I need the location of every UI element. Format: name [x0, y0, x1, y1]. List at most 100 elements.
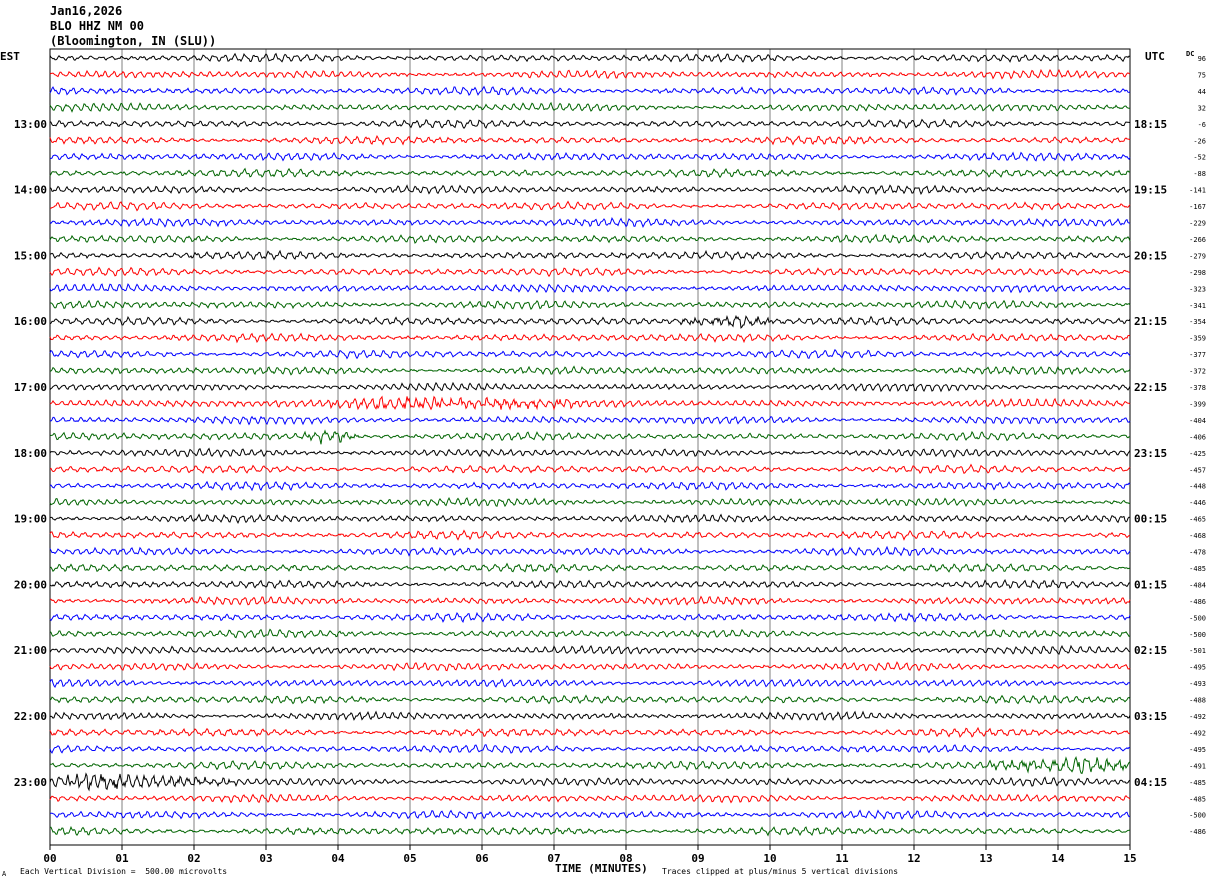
dc-offset-label: -495: [1189, 746, 1206, 754]
est-hour-label: 18:00: [14, 447, 47, 460]
seismic-trace: [49, 726, 1131, 738]
seismic-trace: [49, 578, 1131, 590]
seismic-trace: [49, 135, 1131, 146]
dc-offset-label: -446: [1189, 499, 1206, 507]
est-hour-label: 13:00: [14, 118, 47, 131]
utc-hour-label: 22:15: [1134, 381, 1167, 394]
utc-hour-label: 02:15: [1134, 644, 1167, 657]
dc-offset-label: -298: [1189, 269, 1206, 277]
dc-offset-label: -500: [1189, 614, 1206, 622]
est-hour-label: 21:00: [14, 644, 47, 657]
seismic-trace: [49, 562, 1131, 574]
utc-hour-label: 03:15: [1134, 710, 1167, 723]
header-date: Jan16,2026: [50, 4, 123, 18]
est-hour-label: 16:00: [14, 315, 47, 328]
dc-offset-label: -492: [1189, 729, 1206, 737]
x-tick-label: 14: [1051, 852, 1065, 865]
dc-offset-label: -404: [1189, 417, 1206, 425]
dc-offset-label: -323: [1189, 285, 1206, 293]
dc-label: DC: [1186, 50, 1195, 58]
seismic-trace: [49, 611, 1131, 624]
seismic-trace: [49, 513, 1131, 524]
est-hour-label: 15:00: [14, 249, 47, 262]
dc-offset-label: -493: [1189, 680, 1206, 688]
seismic-trace: [49, 429, 1131, 445]
seismic-trace: [49, 447, 1131, 459]
seismic-trace: [49, 332, 1131, 344]
dc-offset-label: -478: [1189, 549, 1206, 557]
seismic-trace: [49, 151, 1131, 162]
dc-offset-label: -486: [1189, 828, 1206, 836]
dc-offset-label: -501: [1189, 647, 1206, 655]
corner-mark: A: [2, 870, 7, 878]
utc-hour-label: 00:15: [1134, 513, 1167, 526]
seismic-trace: [49, 694, 1131, 705]
utc-label: UTC: [1145, 50, 1165, 63]
seismic-trace: [49, 395, 1131, 411]
seismic-trace: [49, 678, 1131, 688]
clip-note: Traces clipped at plus/minus 5 vertical …: [662, 867, 899, 876]
dc-offset-label: -488: [1189, 697, 1206, 705]
seismic-trace: [49, 85, 1131, 97]
dc-offset-label: -486: [1189, 598, 1206, 606]
dc-offset-label: -88: [1193, 170, 1206, 178]
dc-offset-label: -378: [1189, 384, 1206, 392]
dc-offset-label: -359: [1189, 335, 1206, 343]
header-location: (Bloomington, IN (SLU)): [50, 34, 217, 48]
dc-offset-label: -500: [1189, 812, 1206, 820]
seismic-trace: [49, 233, 1131, 244]
dc-offset-label: -485: [1189, 795, 1206, 803]
utc-hour-label: 18:15: [1134, 118, 1167, 131]
seismic-trace: [49, 497, 1131, 508]
dc-offset-label: -448: [1189, 483, 1206, 491]
x-tick-label: 00: [43, 852, 56, 865]
dc-offset-label: -484: [1189, 581, 1206, 589]
dc-offset-label: -500: [1189, 631, 1206, 639]
seismic-trace: [49, 184, 1131, 196]
dc-offset-label: -229: [1189, 220, 1206, 228]
seismic-trace: [49, 365, 1131, 376]
seismic-trace: [49, 217, 1131, 229]
est-hour-label: 23:00: [14, 776, 47, 789]
dc-offset-label: -406: [1189, 433, 1206, 441]
seismic-trace: [49, 793, 1131, 804]
x-tick-label: 12: [907, 852, 920, 865]
dc-offset-label: 96: [1198, 55, 1206, 63]
est-hour-label: 14:00: [14, 184, 47, 197]
est-label: EST: [0, 50, 20, 63]
dc-offset-label: -354: [1189, 318, 1206, 326]
dc-offset-label: -399: [1189, 400, 1206, 408]
dc-offset-label: 32: [1198, 104, 1206, 112]
seismic-trace: [49, 299, 1131, 311]
utc-hour-label: 01:15: [1134, 578, 1167, 591]
x-tick-label: 05: [403, 852, 416, 865]
dc-offset-label: -468: [1189, 532, 1206, 540]
est-hour-label: 22:00: [14, 710, 47, 723]
x-tick-label: 08: [619, 852, 632, 865]
seismic-trace: [49, 710, 1131, 722]
seismic-trace: [49, 167, 1131, 179]
seismic-trace: [49, 545, 1131, 557]
scale-note: Each Vertical Division = 500.00 microvol…: [20, 867, 228, 876]
seismic-trace: [49, 661, 1131, 672]
x-tick-label: 02: [187, 852, 200, 865]
seismic-trace: [49, 809, 1131, 820]
dc-offset-label: -266: [1189, 236, 1206, 244]
seismic-trace: [49, 628, 1131, 639]
header-station: BLO HHZ NM 00: [50, 19, 144, 33]
x-tick-label: 11: [835, 852, 849, 865]
dc-offset-label: -26: [1193, 137, 1206, 145]
seismic-trace: [49, 756, 1131, 775]
x-tick-label: 07: [547, 852, 560, 865]
seismic-trace: [49, 744, 1131, 754]
seismic-trace: [49, 52, 1131, 63]
x-tick-label: 06: [475, 852, 489, 865]
dc-offset-label: -491: [1189, 762, 1206, 770]
dc-offset-label: -341: [1189, 302, 1206, 310]
plot-frame: [49, 48, 1131, 846]
seismic-trace: [49, 101, 1131, 113]
dc-offset-label: -465: [1189, 516, 1206, 524]
seismic-trace: [49, 381, 1131, 393]
dc-offset-label: -495: [1189, 664, 1206, 672]
